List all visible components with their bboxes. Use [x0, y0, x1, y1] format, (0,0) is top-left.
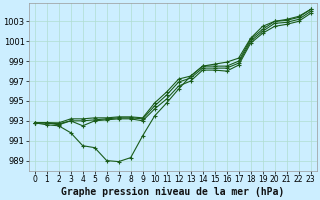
X-axis label: Graphe pression niveau de la mer (hPa): Graphe pression niveau de la mer (hPa): [61, 186, 284, 197]
